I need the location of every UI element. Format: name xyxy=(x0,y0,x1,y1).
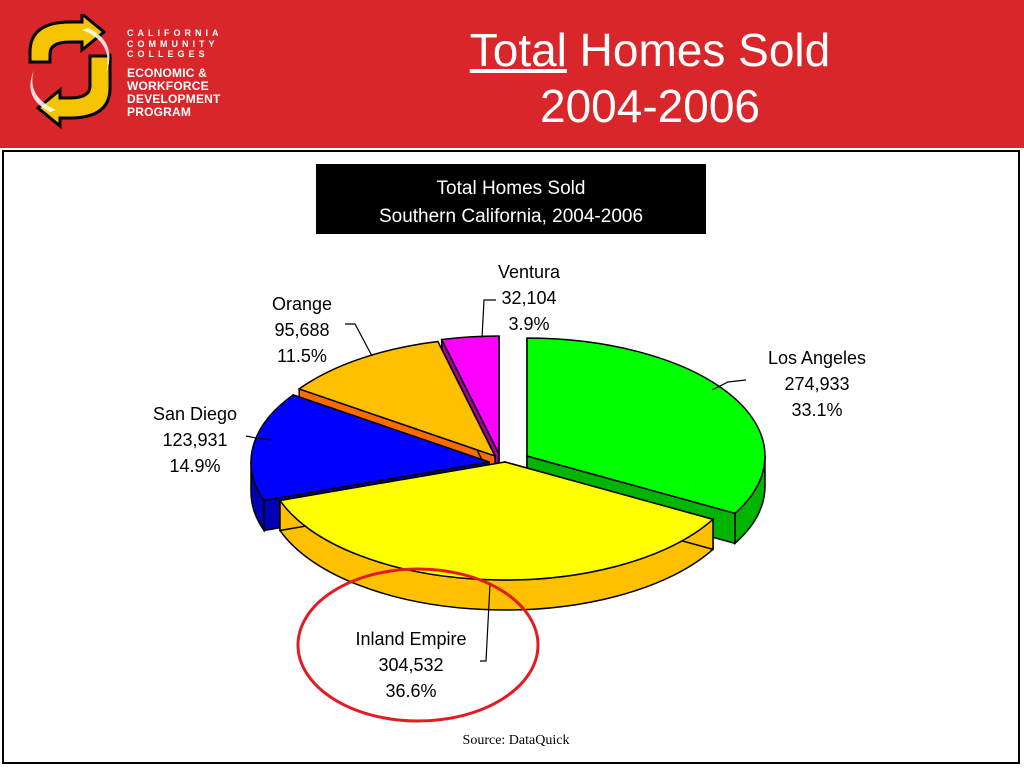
organization-name: CALIFORNIA COMMUNITY COLLEGES ECONOMIC &… xyxy=(127,28,223,119)
slide-title: Total Homes Sold 2004-2006 xyxy=(380,22,920,134)
label-percent-san-diego: 14.9% xyxy=(169,456,220,476)
label-percent-inland-empire: 36.6% xyxy=(385,681,436,701)
org-name-program: ECONOMIC & WORKFORCE DEVELOPMENT PROGRAM xyxy=(127,65,221,119)
title-underlined-word: Total xyxy=(469,24,567,76)
label-name-los-angeles: Los Angeles xyxy=(768,348,866,368)
slide-header: CALIFORNIA COMMUNITY COLLEGES ECONOMIC &… xyxy=(0,0,1024,148)
chart-source: Source: DataQuick xyxy=(463,733,570,748)
pie-slice-ventura xyxy=(440,335,500,455)
pie-slice-orange xyxy=(297,340,497,458)
pie-slice-inland-empire xyxy=(278,461,715,581)
pie-slice-los-angeles xyxy=(526,337,766,515)
leader-line-orange xyxy=(345,323,373,357)
label-name-san-diego: San Diego xyxy=(153,404,237,424)
chart-frame: Total Homes Sold Southern California, 200… xyxy=(2,150,1020,764)
label-name-inland-empire: Inland Empire xyxy=(355,629,466,649)
label-value-los-angeles: 274,933 xyxy=(784,374,849,394)
pie-tops xyxy=(250,335,766,581)
leader-line-inland-empire xyxy=(480,583,491,662)
chart-title-line2: Southern California, 2004-2006 xyxy=(379,206,643,227)
label-value-orange: 95,688 xyxy=(274,320,329,340)
label-value-ventura: 32,104 xyxy=(501,288,556,308)
org-name-top: CALIFORNIA COMMUNITY COLLEGES xyxy=(127,28,223,59)
title-years: 2004-2006 xyxy=(540,80,760,132)
chart-title-box xyxy=(316,164,706,234)
label-name-orange: Orange xyxy=(272,294,332,314)
label-percent-los-angeles: 33.1% xyxy=(791,400,842,420)
label-name-ventura: Ventura xyxy=(498,262,561,282)
highlight-circle xyxy=(296,567,540,723)
logo-arrows-icon xyxy=(28,14,112,130)
chart-title-line1: Total Homes Sold xyxy=(437,178,586,199)
label-percent-ventura: 3.9% xyxy=(508,314,549,334)
label-value-san-diego: 123,931 xyxy=(162,430,227,450)
pie-chart: Total Homes Sold Southern California, 200… xyxy=(153,164,866,748)
title-rest: Homes Sold xyxy=(566,24,831,76)
pie-slice-san-diego xyxy=(250,394,490,502)
leader-line-san-diego xyxy=(245,435,273,441)
label-value-inland-empire: 304,532 xyxy=(378,655,443,675)
label-percent-orange: 11.5% xyxy=(277,346,327,366)
leader-line-los-angeles xyxy=(711,379,747,391)
leader-line-ventura xyxy=(481,299,496,339)
